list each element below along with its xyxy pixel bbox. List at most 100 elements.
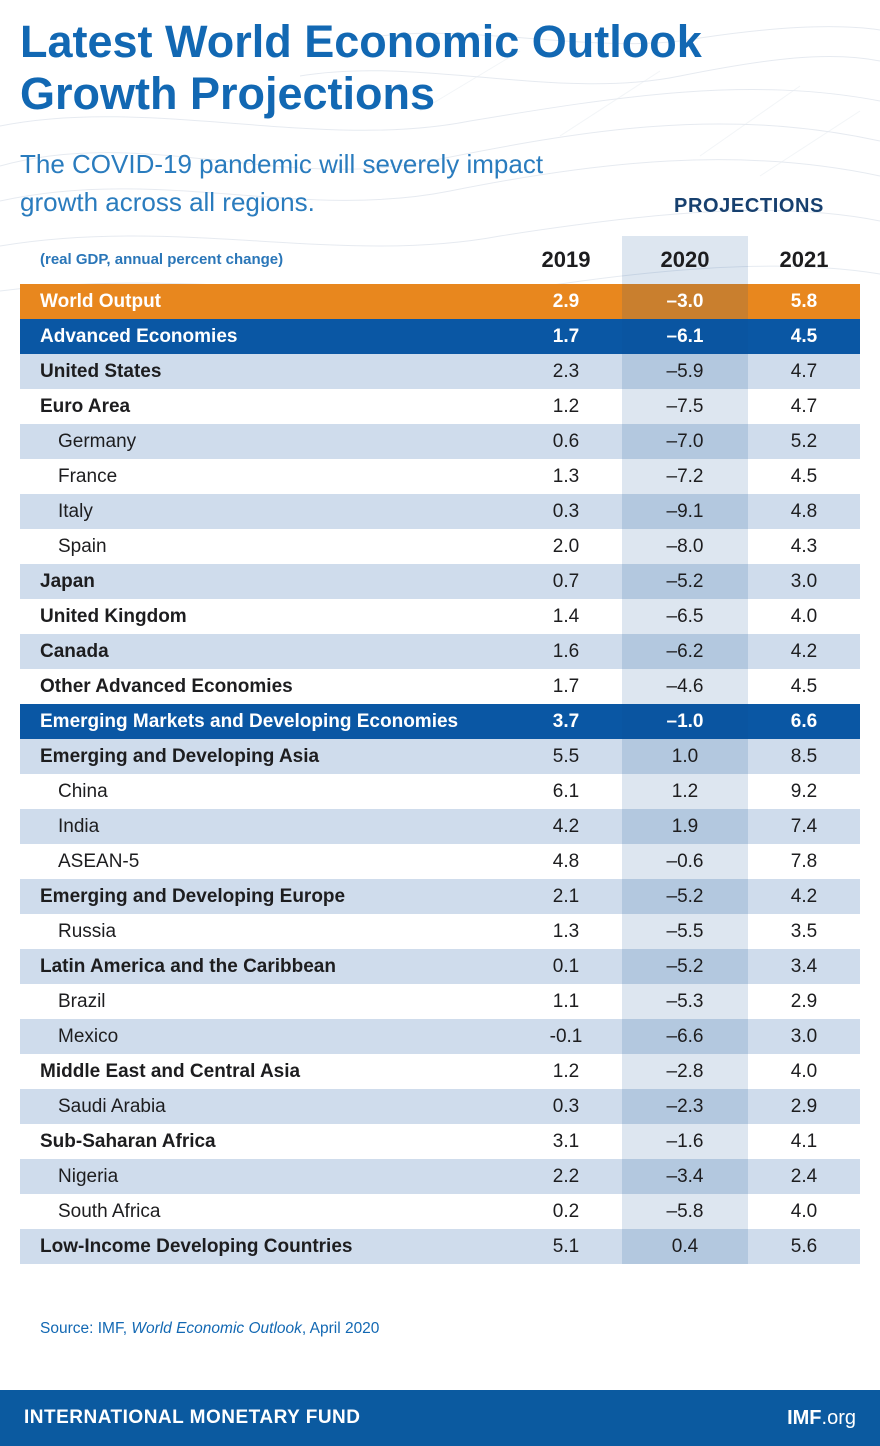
value-2019: 5.5	[552, 745, 580, 767]
value-2019: 4.2	[552, 815, 580, 837]
value-2020: –4.6	[622, 668, 748, 704]
value-2020: –5.9	[622, 353, 748, 389]
value-2019: 0.1	[552, 955, 580, 977]
value-2020: –8.0	[622, 528, 748, 564]
column-header-2021: 2021	[779, 246, 829, 272]
row-label: India	[58, 815, 100, 837]
value-2021: 4.7	[790, 360, 818, 382]
value-2019: 1.7	[552, 325, 580, 347]
value-2020: –7.5	[622, 388, 748, 424]
row-label: Mexico	[58, 1025, 119, 1047]
value-2021: 7.8	[790, 850, 818, 872]
value-2021: 4.1	[790, 1130, 818, 1152]
value-2021: 4.2	[790, 885, 818, 907]
row-label: Middle East and Central Asia	[40, 1060, 301, 1082]
table-row: Euro Area 1.2 –7.5 4.7	[20, 388, 860, 424]
value-2021: 9.2	[790, 780, 818, 802]
value-2021: 4.5	[790, 465, 818, 487]
value-2019: 1.2	[552, 1060, 580, 1082]
unit-note: (real GDP, annual percent change)	[40, 251, 284, 269]
value-2021: 4.5	[790, 675, 818, 697]
table-row: United States 2.3 –5.9 4.7	[20, 353, 860, 389]
row-label: Euro Area	[40, 395, 131, 417]
value-2021: 3.5	[790, 920, 818, 942]
table-row: Latin America and the Caribbean 0.1 –5.2 3.…	[20, 948, 860, 984]
page-title: Latest World Economic Outlook Growth Pro…	[20, 16, 702, 120]
table-row: Nigeria 2.2 –3.4 2.4	[20, 1158, 860, 1194]
value-2021: 5.6	[790, 1235, 818, 1257]
value-2020: 1.2	[622, 773, 748, 809]
footer-imf-name: INTERNATIONAL MONETARY FUND	[24, 1407, 361, 1428]
value-2020: –6.5	[622, 598, 748, 634]
table-row: Emerging Markets and Developing Economie…	[20, 703, 860, 739]
value-2020: –0.6	[622, 843, 748, 879]
footer-imf-bold: IMF	[787, 1406, 822, 1429]
value-2019: 2.1	[552, 885, 580, 907]
table-row: France 1.3 –7.2 4.5	[20, 458, 860, 494]
value-2020: 0.4	[622, 1228, 748, 1264]
value-2020: –6.2	[622, 633, 748, 669]
value-2019: 1.2	[552, 395, 580, 417]
value-2021: 4.0	[790, 605, 818, 627]
table-row: Italy 0.3 –9.1 4.8	[20, 493, 860, 529]
row-label: Sub-Saharan Africa	[40, 1130, 216, 1152]
value-2019: 0.6	[552, 430, 580, 452]
column-header-2019: 2019	[541, 246, 591, 272]
row-label: Nigeria	[58, 1165, 119, 1187]
value-2019: 0.3	[552, 500, 580, 522]
value-2021: 5.8	[790, 290, 818, 312]
table-row: Brazil 1.1 –5.3 2.9	[20, 983, 860, 1019]
value-2019: 6.1	[552, 780, 580, 802]
row-label: Spain	[58, 535, 107, 557]
value-2021: 4.0	[790, 1200, 818, 1222]
value-2019: 5.1	[552, 1235, 580, 1257]
value-2019: 3.1	[552, 1130, 580, 1152]
value-2019: -0.1	[549, 1025, 583, 1047]
value-2020: –6.1	[622, 318, 748, 354]
table-row: World Output 2.9 –3.0 5.8	[20, 283, 860, 319]
value-2021: 3.4	[790, 955, 818, 977]
table-row: China 6.1 1.2 9.2	[20, 773, 860, 809]
value-2020: –9.1	[622, 493, 748, 529]
value-2020: –1.6	[622, 1123, 748, 1159]
value-2019: 1.1	[552, 990, 580, 1012]
row-label: Advanced Economies	[40, 325, 238, 347]
value-2021: 6.6	[790, 710, 818, 732]
table-row: Low-Income Developing Countries 5.1 0.4 5.6	[20, 1228, 860, 1264]
footer-bar: INTERNATIONAL MONETARY FUND IMF.org	[0, 1390, 880, 1446]
value-2020: –5.8	[622, 1193, 748, 1229]
table-row: South Africa 0.2 –5.8 4.0	[20, 1193, 860, 1229]
infographic: Latest World Economic Outlook Growth Pro…	[0, 16, 880, 1338]
value-2020: 1.9	[622, 808, 748, 844]
value-2020: –5.3	[622, 983, 748, 1019]
row-label: Italy	[58, 500, 93, 522]
footer-imf-org: IMF.org	[787, 1407, 856, 1430]
table-row: Emerging and Developing Asia 5.5 1.0 8.5	[20, 738, 860, 774]
value-2020: –2.8	[622, 1053, 748, 1089]
source-note: Source: IMF, World Economic Outlook, Apr…	[20, 1320, 860, 1338]
table-row: Saudi Arabia 0.3 –2.3 2.9	[20, 1088, 860, 1124]
table-row: India 4.2 1.9 7.4	[20, 808, 860, 844]
value-2021: 4.5	[790, 325, 818, 347]
value-2020: –2.3	[622, 1088, 748, 1124]
value-2021: 7.4	[790, 815, 818, 837]
row-label: Russia	[58, 920, 117, 942]
value-2019: 2.3	[552, 360, 580, 382]
value-2020: –6.6	[622, 1018, 748, 1054]
value-2020: –3.0	[622, 283, 748, 319]
subtitle: The COVID-19 pandemic will severely impa…	[20, 149, 544, 218]
row-label: ASEAN-5	[58, 850, 140, 872]
row-label: United Kingdom	[40, 605, 187, 627]
table-row: Other Advanced Economies 1.7 –4.6 4.5	[20, 668, 860, 704]
value-2021: 5.2	[790, 430, 818, 452]
table-row: United Kingdom 1.4 –6.5 4.0	[20, 598, 860, 634]
row-label: Emerging and Developing Asia	[40, 745, 320, 767]
row-label: Other Advanced Economies	[40, 675, 293, 697]
row-label: China	[58, 780, 108, 802]
table-row: Emerging and Developing Europe 2.1 –5.2 4.2	[20, 878, 860, 914]
table-row: Mexico -0.1 –6.6 3.0	[20, 1018, 860, 1054]
table-header-row: (real GDP, annual percent change) 2019 2…	[20, 235, 860, 284]
value-2019: 0.2	[552, 1200, 580, 1222]
value-2019: 2.2	[552, 1165, 580, 1187]
value-2019: 2.0	[552, 535, 580, 557]
